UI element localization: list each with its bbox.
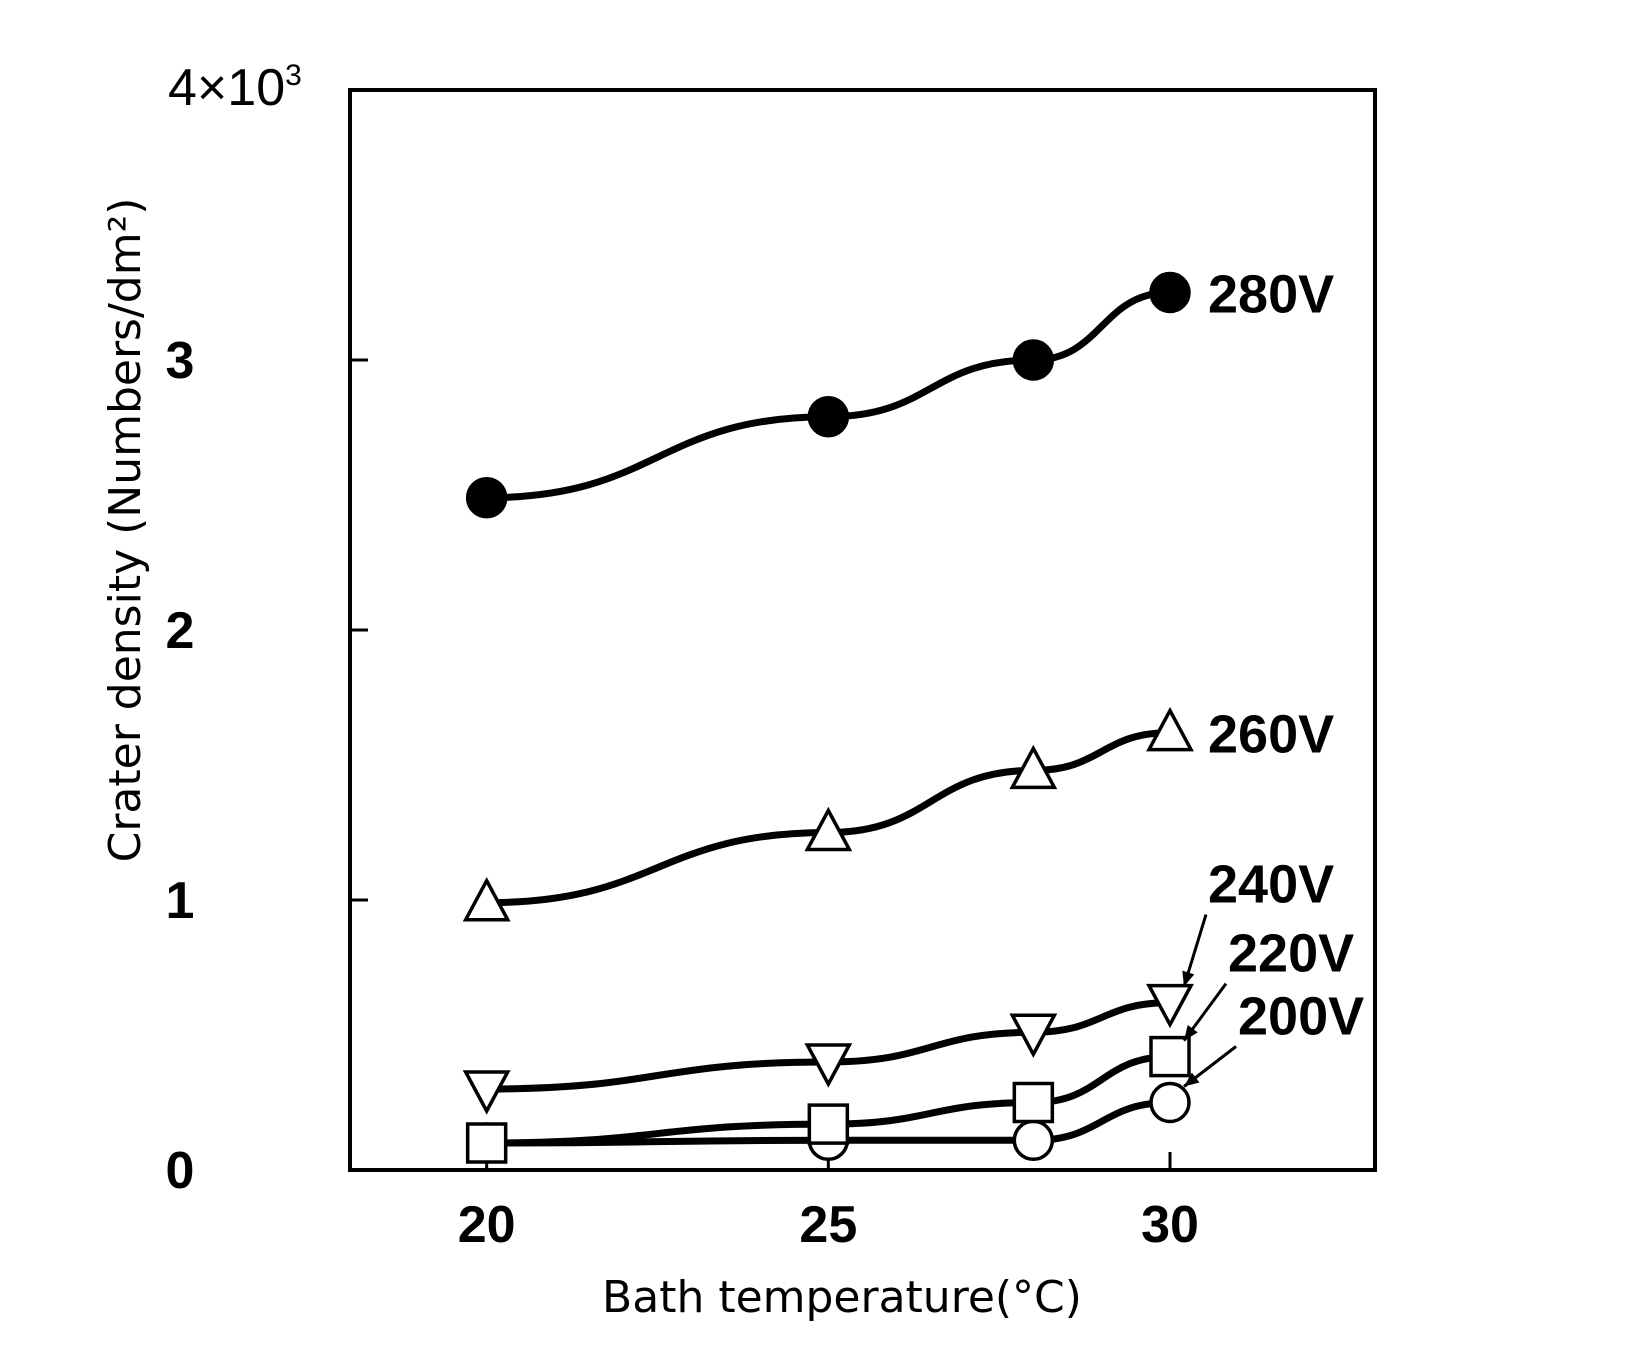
data-point-square	[1012, 1081, 1055, 1124]
series-line-220V	[483, 1053, 1174, 1147]
series-label-280V: 280V	[1208, 265, 1334, 325]
plot-frame	[348, 88, 1377, 1172]
series-lines	[483, 289, 1174, 1147]
data-point-triangle-up	[1009, 744, 1058, 790]
series-line-280V	[483, 289, 1174, 502]
data-point-filled-circle	[1149, 271, 1191, 314]
series-label-260V: 260V	[1208, 705, 1334, 765]
y-axis-title: Crater density (Numbers/dm²)	[100, 198, 151, 863]
axis-ticks: 20 25 30 0 1 2 3	[166, 332, 1199, 1254]
data-point-triangle-up	[804, 806, 853, 852]
y-max-label: 4×103	[168, 59, 302, 117]
x-tick-label: 30	[1141, 1196, 1199, 1254]
data-point-filled-circle	[807, 395, 850, 438]
series-label-arrowhead-240V	[1182, 970, 1195, 987]
data-point-square	[465, 1122, 508, 1164]
series-label-arrowhead-220V	[1184, 1025, 1198, 1041]
data-point-triangle-up	[462, 877, 511, 922]
series-markers	[462, 271, 1194, 1164]
data-point-square	[1149, 1035, 1191, 1078]
series-label-220V: 220V	[1228, 924, 1354, 984]
series-line-200V	[483, 1099, 1174, 1147]
data-point-triangle-down	[1009, 1013, 1058, 1058]
y-tick-label: 1	[166, 872, 195, 930]
data-point-triangle-down	[804, 1043, 853, 1088]
series-label-200V: 200V	[1238, 987, 1364, 1047]
series-label-arrowhead-200V	[1184, 1072, 1200, 1087]
data-point-triangle-up	[1146, 706, 1194, 752]
data-point-open-circle	[1149, 1081, 1191, 1124]
y-tick-label: 3	[166, 332, 195, 390]
data-point-triangle-down	[462, 1070, 511, 1115]
y-tick-label: 2	[166, 602, 195, 660]
data-point-filled-circle	[465, 476, 508, 519]
y-tick-label: 0	[166, 1142, 195, 1200]
data-point-triangle-down	[1146, 983, 1194, 1029]
x-axis-title: Bath temperature(°C)	[602, 1272, 1082, 1323]
y-max-label-exponent: 3	[285, 59, 302, 92]
series-line-260V	[483, 729, 1174, 907]
x-tick-label: 25	[799, 1196, 857, 1254]
y-max-label-base: 4×10	[168, 59, 285, 117]
data-point-open-circle	[1012, 1119, 1055, 1162]
series-line-240V	[483, 999, 1174, 1093]
x-tick-label: 20	[458, 1196, 516, 1254]
data-point-square	[807, 1103, 850, 1145]
series-label-240V: 240V	[1208, 855, 1334, 915]
data-point-filled-circle	[1012, 339, 1055, 381]
